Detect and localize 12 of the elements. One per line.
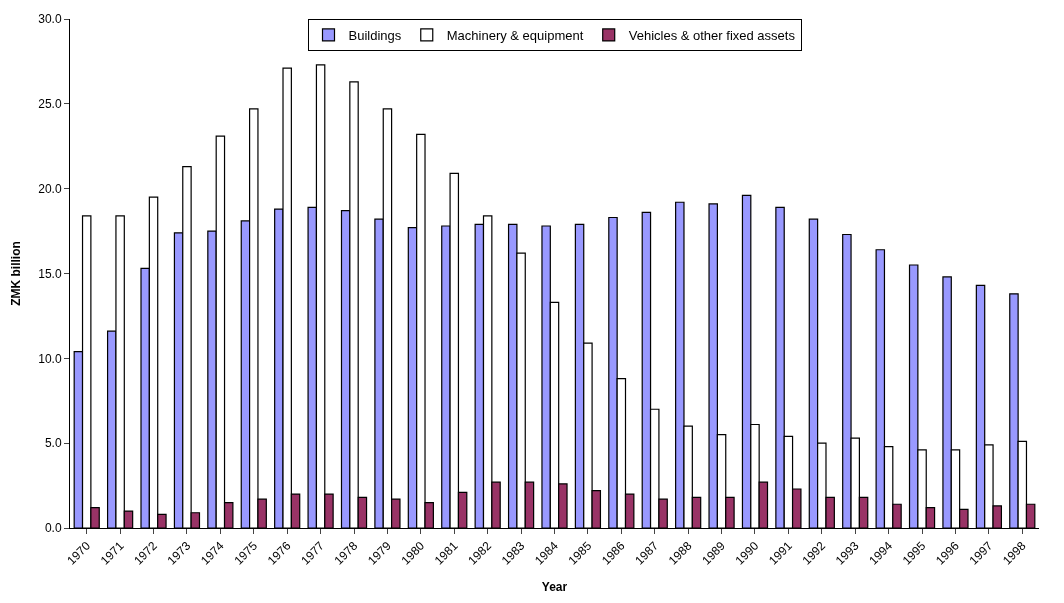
y-tick-label: 10.0 [38, 351, 62, 366]
y-tick-label: 5.0 [44, 436, 62, 451]
y-axis-title: ZMK billion [8, 241, 23, 306]
y-tick-label: 20.0 [38, 181, 62, 196]
legend-label: Vehicles & other fixed assets [628, 28, 796, 44]
legend-label: Buildings [348, 28, 402, 44]
y-tick-label: 25.0 [38, 97, 62, 112]
x-axis-title: Year [541, 579, 568, 594]
y-tick-label: 0.0 [44, 521, 62, 536]
y-tick-label: 15.0 [38, 266, 62, 281]
legend-label: Machinery & equipment [446, 28, 584, 44]
y-tick-label: 30.0 [38, 12, 62, 27]
